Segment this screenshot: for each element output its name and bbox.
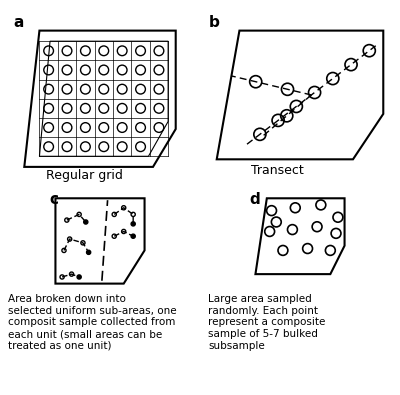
- Circle shape: [131, 222, 135, 226]
- Text: b: b: [209, 15, 220, 30]
- Text: Large area sampled
randomly. Each point
represent a composite
sample of 5-7 bulk: Large area sampled randomly. Each point …: [208, 294, 325, 351]
- Text: c: c: [50, 192, 59, 207]
- Text: d: d: [250, 192, 260, 207]
- Text: Area broken down into
selected uniform sub-areas, one
composit sample collected : Area broken down into selected uniform s…: [8, 294, 177, 351]
- Text: Transect: Transect: [251, 164, 304, 177]
- Text: Regular grid: Regular grid: [46, 169, 123, 182]
- Circle shape: [77, 275, 81, 279]
- Circle shape: [84, 220, 88, 224]
- Circle shape: [131, 234, 135, 238]
- Circle shape: [86, 250, 91, 254]
- Text: a: a: [14, 15, 24, 30]
